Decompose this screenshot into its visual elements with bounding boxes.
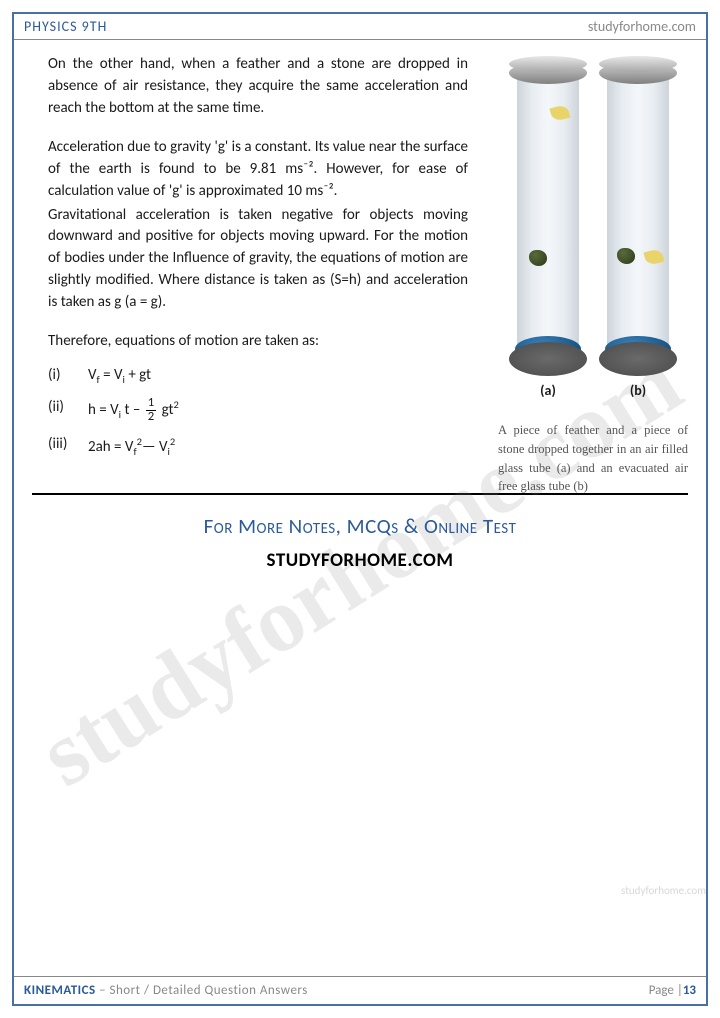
equation-2: (ii) h = Vi t – 12 gt2 — [48, 397, 468, 424]
tube-labels: (a) (b) — [498, 376, 688, 399]
page-footer: KINEMATICS – Short / Detailed Question A… — [14, 976, 706, 1004]
header-subject: PHYSICS 9TH — [24, 18, 107, 35]
stone-icon — [529, 250, 547, 266]
paragraph-1: On the other hand, when a feather and a … — [48, 54, 468, 119]
tube-a-body — [517, 76, 579, 356]
eq3-body: 2ah = Vf2— Vi2 — [88, 434, 175, 459]
paragraph-2: Acceleration due to gravity 'g' is a con… — [48, 137, 468, 202]
watermark-side: studyforhome.com — [621, 884, 706, 897]
tube-b-base — [599, 342, 677, 376]
figure-tubes: (a) (b) A piece of feather and a piece o… — [498, 54, 688, 496]
footer-topic: KINEMATICS – Short / Detailed Question A… — [24, 983, 308, 998]
eq1-body: Vf = Vi + gt — [88, 365, 151, 387]
tube-a — [509, 54, 587, 376]
tube-a-base — [509, 342, 587, 376]
equations-intro: Therefore, equations of motion are taken… — [48, 331, 468, 353]
tube-a-cap — [509, 62, 587, 84]
footer-page: Page |13 — [649, 983, 696, 998]
tube-b-cap — [599, 62, 677, 84]
label-b: (b) — [599, 382, 677, 399]
main-text-column: On the other hand, when a feather and a … — [48, 54, 468, 459]
figure-caption: A piece of feather and a piece of stone … — [498, 421, 688, 496]
header-site: studyforhome.com — [588, 18, 696, 35]
promo-line-1: For More Notes, MCQs & Online Test — [14, 513, 706, 539]
paragraph-3: Gravitational acceleration is taken nega… — [48, 205, 468, 314]
page-header: PHYSICS 9TH studyforhome.com — [14, 14, 706, 40]
fraction: 12 — [146, 397, 156, 424]
tube-b-body — [607, 76, 669, 356]
equations-list: (i) Vf = Vi + gt (ii) h = Vi t – 12 gt2 … — [48, 365, 468, 459]
equation-3: (iii) 2ah = Vf2— Vi2 — [48, 434, 468, 459]
equation-1: (i) Vf = Vi + gt — [48, 365, 468, 387]
eq3-num: (iii) — [48, 434, 88, 459]
promo-line-2: STUDYFORHOME.COM — [14, 549, 706, 572]
stone-icon — [617, 248, 635, 264]
eq1-num: (i) — [48, 365, 88, 387]
content-area: On the other hand, when a feather and a … — [14, 40, 706, 459]
tube-b — [599, 54, 677, 376]
eq2-num: (ii) — [48, 397, 88, 424]
tubes-row — [498, 54, 688, 376]
label-a: (a) — [509, 382, 587, 399]
page-frame: PHYSICS 9TH studyforhome.com studyforhom… — [12, 12, 708, 1006]
eq2-body: h = Vi t – 12 gt2 — [88, 397, 179, 424]
